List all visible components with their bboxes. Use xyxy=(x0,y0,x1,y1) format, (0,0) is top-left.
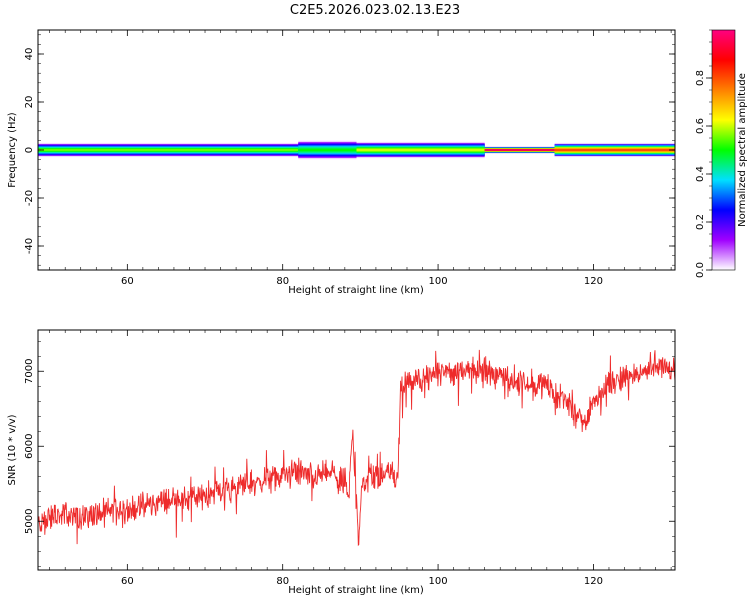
snr-plot-area xyxy=(38,330,675,570)
colorbar-tick-label: 0.6 xyxy=(695,118,706,134)
snr-frame xyxy=(37,329,676,571)
spectrogram-xlabel: Height of straight line (km) xyxy=(288,285,424,296)
colorbar-tick-label: 0.4 xyxy=(695,166,706,182)
spectrogram-panel: 60 80 100 120 40 20 0 -20 -40 Height of straight… xyxy=(7,29,676,296)
snr-xtick-label: 100 xyxy=(429,576,448,587)
colorbar-label: Normalized spectral amplitude xyxy=(737,73,748,227)
snr-xtick-label: 60 xyxy=(121,576,134,587)
figure-title: C2E5.2026.023.02.13.E23 xyxy=(290,3,460,18)
snr-ytick-label: 6000 xyxy=(24,434,35,459)
snr-panel: 60 80 100 120 5000 6000 7000 Height of straigh… xyxy=(7,329,676,596)
snr-xlabel: Height of straight line (km) xyxy=(288,585,424,596)
colorbar-tick-label: 0.0 xyxy=(695,262,706,278)
colorbar-axes: 0.0 0.2 0.4 0.6 0.8 xyxy=(695,29,712,278)
snr-xtick-label: 80 xyxy=(276,576,289,587)
colorbar: 0.0 0.2 0.4 0.6 0.8 Normalized spectral ampl… xyxy=(695,29,748,278)
snr-ylabel: SNR (10 * v/v) xyxy=(7,414,18,485)
spectrogram-ytick-label: -40 xyxy=(24,238,35,254)
spectrogram-ytick-label: 20 xyxy=(24,96,35,109)
colorbar-tick-label: 0.2 xyxy=(695,214,706,230)
colorbar-gradient xyxy=(712,30,735,270)
snr-series-line xyxy=(38,349,675,547)
spectrogram-ytick-label: 40 xyxy=(24,48,35,61)
spectrogram-xtick-label: 120 xyxy=(584,276,603,287)
snr-axes: 60 80 100 120 5000 6000 7000 xyxy=(24,330,675,587)
spectrogram-axes: 60 80 100 120 40 20 0 -20 -40 xyxy=(24,30,675,287)
colorbar-tick-label: 0.8 xyxy=(695,70,706,86)
spectrogram-ytick-label: -20 xyxy=(24,190,35,206)
spectrogram-xtick-label: 80 xyxy=(276,276,289,287)
spectrogram-xtick-label: 60 xyxy=(121,276,134,287)
spectrogram-xtick-label: 100 xyxy=(429,276,448,287)
snr-ytick-label: 7000 xyxy=(24,359,35,384)
snr-xtick-label: 120 xyxy=(584,576,603,587)
spectrogram-ylabel: Frequency (Hz) xyxy=(7,112,18,188)
snr-marks xyxy=(38,349,675,547)
spectrogram-ytick-label: 0 xyxy=(24,147,35,153)
snr-ytick-label: 5000 xyxy=(24,509,35,534)
spectrogram-marks xyxy=(38,140,675,160)
